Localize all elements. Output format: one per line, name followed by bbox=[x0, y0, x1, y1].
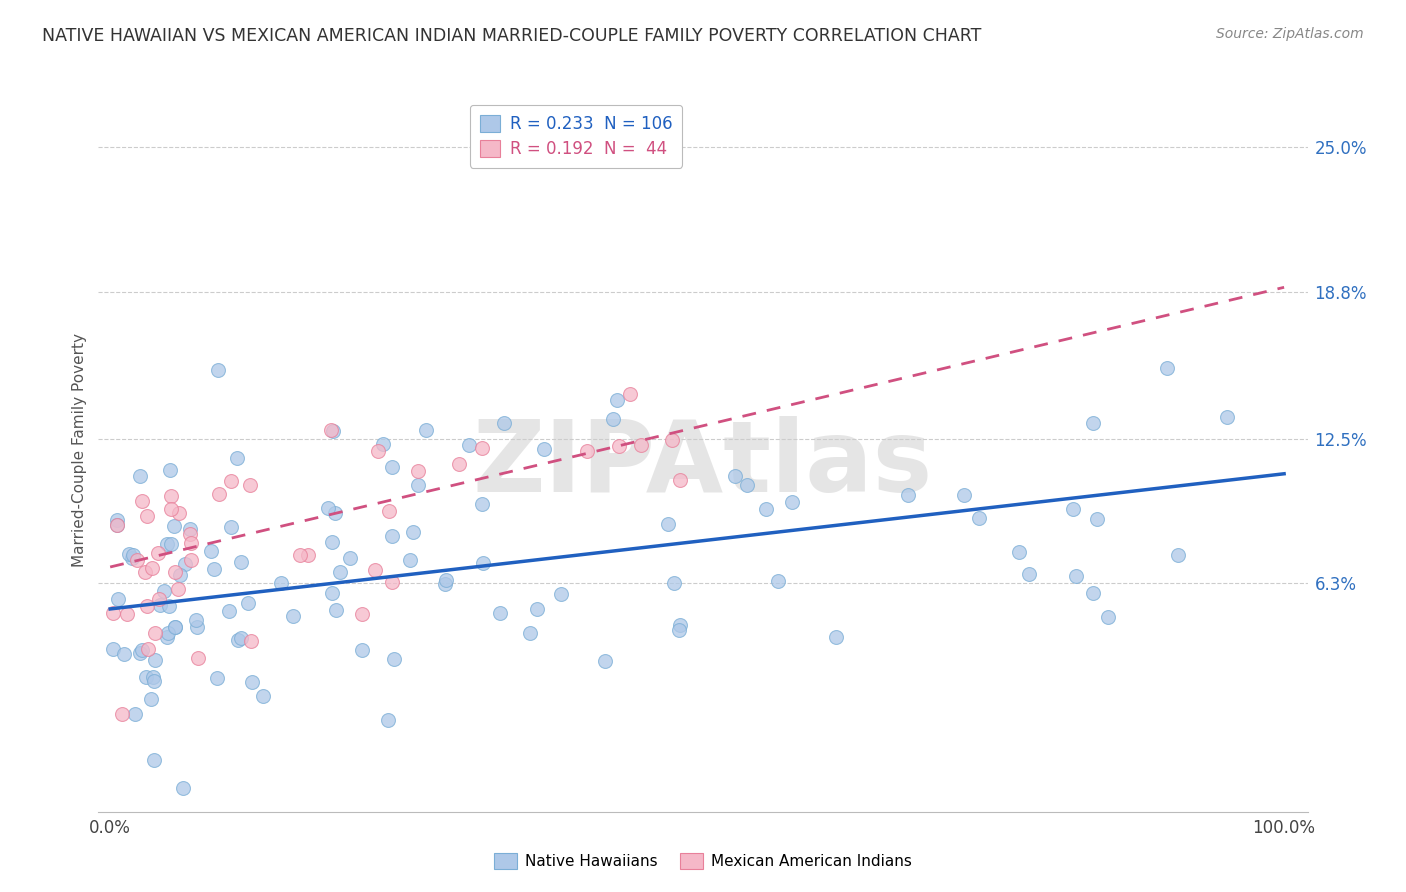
Y-axis label: Married-Couple Family Poverty: Married-Couple Family Poverty bbox=[72, 334, 87, 567]
Text: ZIPAtlas: ZIPAtlas bbox=[472, 417, 934, 514]
Legend: R = 0.233  N = 106, R = 0.192  N =  44: R = 0.233 N = 106, R = 0.192 N = 44 bbox=[470, 104, 682, 168]
Text: NATIVE HAWAIIAN VS MEXICAN AMERICAN INDIAN MARRIED-COUPLE FAMILY POVERTY CORRELA: NATIVE HAWAIIAN VS MEXICAN AMERICAN INDI… bbox=[42, 27, 981, 45]
Legend: Native Hawaiians, Mexican American Indians: Native Hawaiians, Mexican American India… bbox=[488, 847, 918, 875]
Text: Source: ZipAtlas.com: Source: ZipAtlas.com bbox=[1216, 27, 1364, 41]
